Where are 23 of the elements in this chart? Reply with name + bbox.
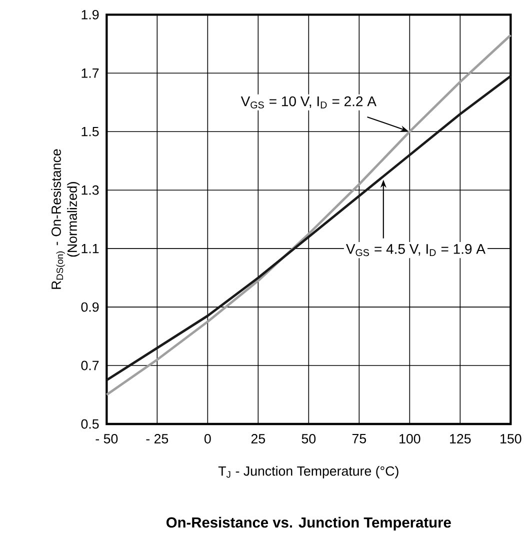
x-tick-label: - 25 <box>146 434 168 444</box>
annotation: V$_{GS}$ = 10 V, I$_{D}$ = 2.2 A <box>240 96 376 108</box>
x-tick-label: 125 <box>450 434 471 444</box>
y-tick-label: 0.9 <box>81 302 99 312</box>
line-series <box>105 34 512 396</box>
y-tick-label: 1.7 <box>82 68 99 78</box>
y-tick-label: 1.9 <box>82 10 99 20</box>
x-tick-label: - 50 <box>96 434 118 444</box>
y-tick-label: 1.5 <box>82 126 99 136</box>
x-tick-label: 0 <box>204 434 211 444</box>
x-tick-label: 100 <box>400 434 420 444</box>
y-tick-label: 0.5 <box>81 419 99 429</box>
x-tick-label: 75 <box>352 434 366 444</box>
x-axis-title: T$_{J}$ - Junction Temperature (°C) <box>218 466 398 478</box>
y-tick-label: 0.7 <box>81 360 99 370</box>
y-tick-label: 1.3 <box>82 185 99 195</box>
x-tick-label: 25 <box>251 434 266 444</box>
y-axis-title: R$_{DS(on)}$ - On-Resistance (Normalized) <box>51 149 80 289</box>
annotation: V$_{GS}$ = 4.5 V, I$_{D}$ = 1.9 A <box>346 244 486 256</box>
x-tick-label: 50 <box>302 434 316 444</box>
y-tick-label: 1.1 <box>82 244 99 254</box>
x-tick-label: 150 <box>500 434 522 444</box>
text: On-Resistance vs. Junction Temperature <box>166 516 451 531</box>
